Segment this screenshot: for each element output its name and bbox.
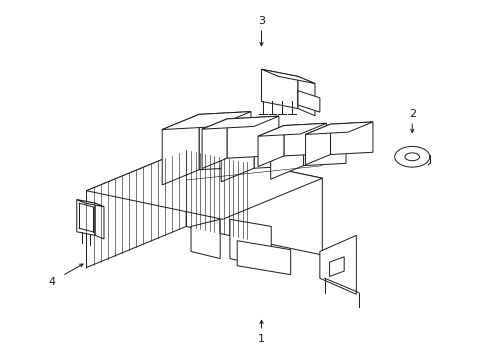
Polygon shape (330, 122, 372, 154)
Polygon shape (237, 241, 290, 275)
Polygon shape (77, 200, 95, 235)
Polygon shape (297, 76, 314, 116)
Polygon shape (202, 119, 226, 168)
Polygon shape (86, 150, 322, 219)
Polygon shape (319, 235, 356, 294)
Polygon shape (162, 112, 250, 130)
Polygon shape (305, 122, 372, 134)
Text: 1: 1 (258, 334, 264, 344)
Polygon shape (202, 116, 278, 129)
Polygon shape (270, 135, 303, 179)
Polygon shape (77, 200, 104, 207)
Polygon shape (229, 219, 271, 267)
Polygon shape (297, 91, 319, 112)
Polygon shape (95, 203, 104, 239)
Polygon shape (305, 124, 330, 165)
Polygon shape (162, 114, 199, 185)
Text: 2: 2 (408, 109, 415, 119)
Polygon shape (261, 69, 314, 84)
Polygon shape (284, 123, 325, 156)
Polygon shape (303, 133, 346, 166)
Polygon shape (221, 127, 296, 143)
Polygon shape (191, 219, 220, 258)
Polygon shape (221, 129, 254, 182)
Polygon shape (258, 123, 325, 136)
Polygon shape (254, 127, 296, 168)
Text: 3: 3 (258, 16, 264, 26)
Polygon shape (258, 126, 284, 167)
Polygon shape (261, 69, 297, 109)
Polygon shape (226, 116, 278, 158)
Polygon shape (270, 133, 346, 149)
Polygon shape (86, 150, 186, 267)
Polygon shape (199, 112, 250, 170)
Text: 4: 4 (49, 277, 56, 287)
Polygon shape (329, 257, 344, 276)
Polygon shape (186, 150, 322, 255)
